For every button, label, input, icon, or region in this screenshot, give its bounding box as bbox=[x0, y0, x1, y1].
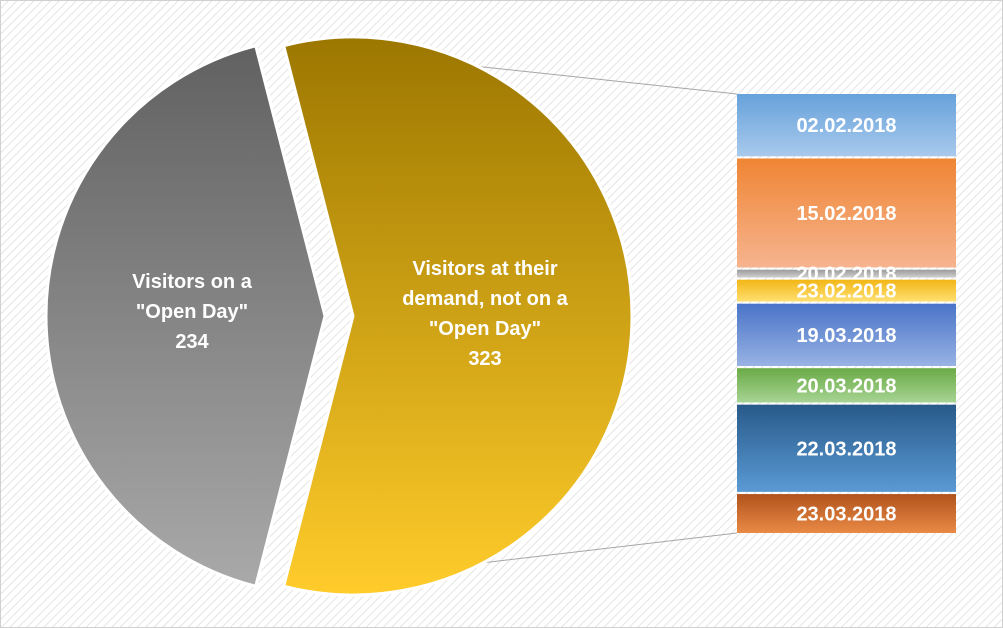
bar-segment-label: 20.03.2018 bbox=[796, 375, 896, 397]
bar-segment-label: 23.03.2018 bbox=[796, 504, 896, 526]
pie-slice-open-day bbox=[44, 43, 327, 589]
bar-segment bbox=[737, 303, 956, 366]
pie-label-line: "Open Day" bbox=[136, 301, 248, 323]
pie-label-line: 234 bbox=[175, 331, 209, 353]
pie-slice-demand bbox=[281, 35, 634, 597]
pie-label-line: "Open Day" bbox=[429, 318, 541, 340]
pie-label-open-day: Visitors on a "Open Day" 234 bbox=[132, 271, 253, 353]
pie-label-line: 323 bbox=[468, 348, 501, 370]
bar-segment-label: 19.03.2018 bbox=[796, 325, 896, 347]
bar-segment bbox=[737, 269, 956, 278]
bar-segment bbox=[737, 94, 956, 157]
bar-segment bbox=[737, 404, 956, 492]
bar-segment-label: 15.02.2018 bbox=[796, 203, 896, 225]
bar-segment-label: 22.03.2018 bbox=[796, 438, 896, 460]
bar-segment bbox=[737, 158, 956, 268]
bar-segment-label: 23.02.2018 bbox=[796, 281, 896, 303]
bar-segment bbox=[737, 368, 956, 403]
pie-label-line: Visitors at their bbox=[412, 258, 557, 280]
bar-segment bbox=[737, 494, 956, 533]
pie-label-line: Visitors on a bbox=[132, 271, 253, 293]
pie-label-line: demand, not on a bbox=[402, 288, 568, 310]
pie-label-demand: Visitors at their demand, not on a "Open D… bbox=[402, 258, 568, 370]
bar-segment bbox=[737, 279, 956, 302]
bar-segment-label: 02.02.2018 bbox=[796, 115, 896, 137]
